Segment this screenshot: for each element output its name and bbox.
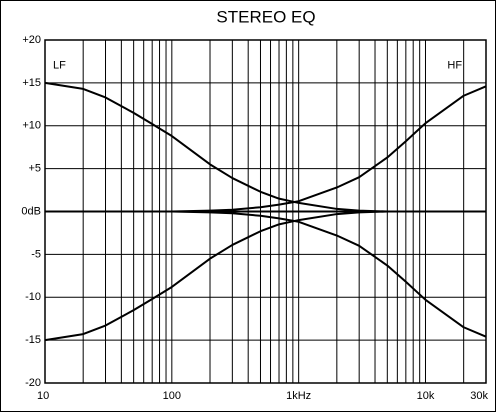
chart-title: STEREO EQ — [216, 7, 315, 26]
x-tick-label: 10 — [37, 390, 49, 402]
y-tick-label: 0dB — [21, 205, 41, 217]
x-tick-label: 1kHz — [286, 390, 311, 402]
y-tick-label: +5 — [28, 163, 41, 175]
y-tick-label: +10 — [22, 120, 41, 132]
y-tick-label: -5 — [31, 248, 41, 260]
x-tick-label: 10k — [417, 390, 435, 402]
x-tick-label: 100 — [163, 390, 181, 402]
y-tick-label: +20 — [22, 34, 41, 46]
annotation: LF — [53, 60, 66, 72]
x-tick-label: 30k — [470, 390, 488, 402]
y-tick-label: -10 — [25, 291, 41, 303]
y-tick-label: -20 — [25, 377, 41, 389]
y-tick-label: -15 — [25, 334, 41, 346]
annotation: HF — [447, 60, 462, 72]
y-tick-label: +15 — [22, 77, 41, 89]
